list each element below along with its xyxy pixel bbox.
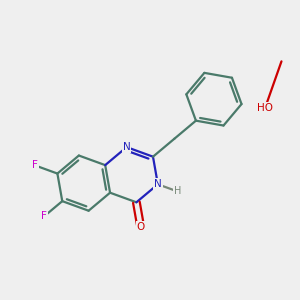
Text: F: F <box>32 160 38 170</box>
Text: N: N <box>123 142 130 152</box>
Text: HO: HO <box>257 103 273 113</box>
Text: O: O <box>136 222 145 232</box>
Text: O: O <box>261 103 269 113</box>
Text: H: H <box>174 187 181 196</box>
Text: N: N <box>154 179 162 189</box>
Text: F: F <box>41 212 47 221</box>
